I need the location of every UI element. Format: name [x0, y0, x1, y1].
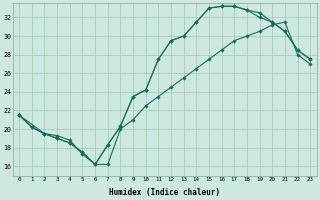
X-axis label: Humidex (Indice chaleur): Humidex (Indice chaleur) — [109, 188, 220, 197]
